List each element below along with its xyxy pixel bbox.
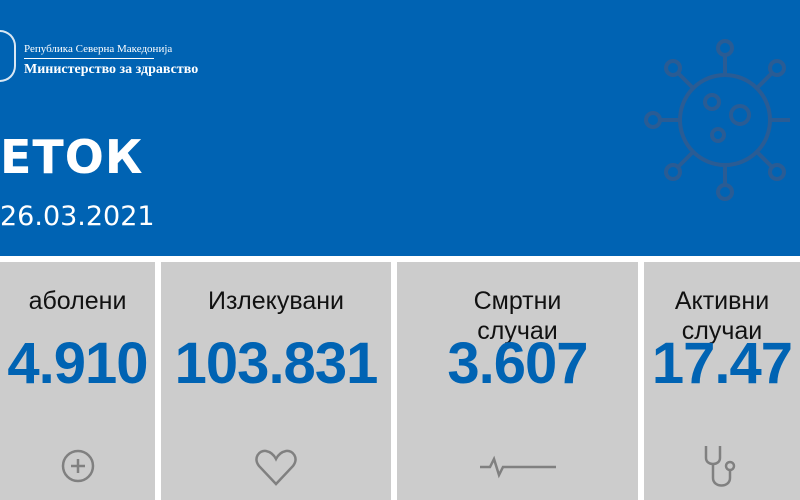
divider <box>24 58 154 59</box>
header-banner: Република Северна Македонија Министерств… <box>0 0 800 256</box>
card-label: Излекувани <box>207 287 345 315</box>
ministry-name: Министерство за здравство <box>24 62 199 77</box>
card-label: Активни случаи <box>674 287 770 345</box>
page-title: ЕТОК <box>0 130 144 184</box>
coat-of-arms-logo <box>0 30 16 82</box>
card-deaths: Смртни случаи 3.607 <box>397 262 638 500</box>
plus-circle-icon <box>61 449 94 483</box>
card-label: аболени <box>28 287 127 315</box>
card-infected: аболени 4.910 <box>0 262 155 500</box>
card-value: 3.607 <box>447 331 588 396</box>
virus-icon <box>644 39 790 201</box>
heart-icon <box>255 449 297 486</box>
republic-name: Република Северна Македонија <box>24 43 173 55</box>
heartbeat-line-icon <box>479 455 556 479</box>
card-value: 17.47 <box>651 331 793 396</box>
stats-cards: аболени 4.910 Излекувани 103.831 Смртни … <box>0 262 800 500</box>
card-value: 103.831 <box>174 331 379 396</box>
card-recovered: Излекувани 103.831 <box>161 262 391 500</box>
card-label: Смртни случаи <box>473 287 562 345</box>
report-date: 26.03.2021 <box>0 201 155 232</box>
card-active: Активни случаи 17.47 <box>644 262 800 500</box>
card-value: 4.910 <box>7 331 148 396</box>
stethoscope-icon <box>704 446 736 487</box>
